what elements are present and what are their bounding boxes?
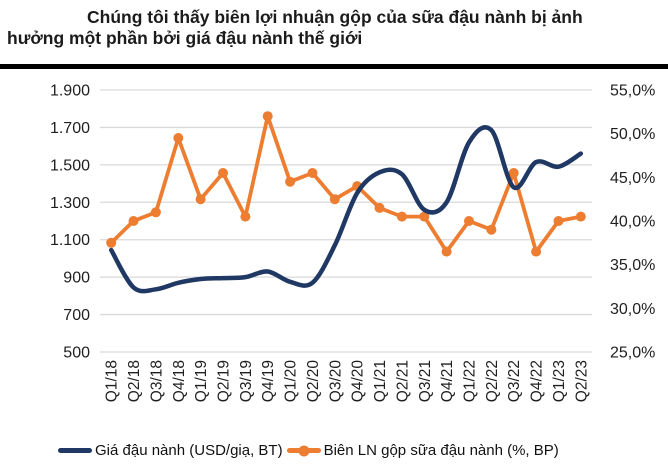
right-axis-tick-label: 40,0% (610, 214, 655, 231)
left-axis-tick-label: 1.700 (50, 120, 90, 137)
x-axis-tick-label: Q3/22 (506, 360, 523, 402)
chart-title-line1: Chúng tôi thấy biên lợi nhuận gộp của sữ… (87, 7, 583, 27)
x-axis-tick-label: Q1/19 (193, 360, 210, 402)
chart-legend: Giá đậu nành (USD/giạ, BT) Biên LN gộp s… (58, 442, 668, 459)
gross-margin-marker (441, 246, 452, 257)
soybean-price-series (108, 125, 584, 294)
x-axis-tick-label: Q2/21 (394, 360, 411, 402)
x-axis-tick-label: Q3/20 (327, 360, 344, 403)
x-axis-tick-label: Q3/19 (238, 360, 255, 402)
gross-margin-marker (262, 111, 273, 122)
x-axis-tick-label: Q4/19 (260, 360, 277, 402)
left-axis: 1.900 1.700 1.500 1.300 1.100 900 700 500 (50, 83, 90, 362)
x-axis-tick-label: Q1/20 (283, 360, 300, 403)
gross-margin-marker (486, 224, 497, 235)
right-axis-tick-label: 55,0% (610, 83, 655, 100)
x-axis-tick-label: Q4/21 (439, 360, 456, 402)
left-axis-tick-label: 500 (63, 345, 90, 362)
gross-margin-marker (218, 168, 228, 178)
gross-margin-marker (396, 211, 407, 222)
gross-margin-marker (464, 216, 474, 226)
left-axis-tick-label: 900 (63, 270, 90, 287)
gross-margin-marker (106, 237, 117, 248)
x-axis: Q1/18 Q2/18 Q3/18 Q4/18 Q1/19 Q2/19 Q3/19 Q4/19… (104, 360, 591, 403)
gross-margin-marker (575, 211, 586, 222)
x-axis-tick-label: Q4/20 (350, 360, 367, 403)
gross-margin-marker (307, 168, 318, 178)
legend-margin-label: Biên LN gộp sữa đậu nành (%, BP) (323, 442, 559, 459)
x-axis-tick-label: Q4/18 (171, 360, 188, 402)
gross-margin-marker (240, 211, 251, 222)
right-axis: 55,0% 50,0% 45,0% 40,0% 35,0% 30,0% 25,0% (610, 83, 655, 362)
gross-margin-marker (531, 246, 542, 257)
legend-item-margin: Biên LN gộp sữa đậu nành (%, BP) (286, 442, 563, 459)
gridlines (100, 89, 592, 353)
soybean-price-line (108, 125, 584, 294)
x-axis-tick-label: Q1/18 (104, 360, 121, 402)
x-axis-tick-label: Q3/18 (148, 360, 165, 402)
legend-margin-line-swatch (286, 445, 321, 456)
gross-margin-marker (374, 202, 385, 213)
legend-item-price: Giá đậu nành (USD/giạ, BT) (58, 442, 287, 459)
gross-margin-marker (508, 168, 519, 178)
left-axis-tick-label: 1.900 (50, 83, 90, 100)
left-axis-tick-label: 700 (63, 307, 90, 324)
x-axis-tick-label: Q3/21 (417, 360, 434, 402)
legend-margin-marker-dot (298, 445, 310, 456)
legend-price-label: Giá đậu nành (USD/giạ, BT) (95, 442, 283, 459)
title-divider-bar (0, 64, 668, 69)
gross-margin-marker (173, 133, 184, 143)
gross-margin-marker (195, 194, 206, 205)
chart-title-line2: hưởng một phần bởi giá đậu nành thế giới (7, 28, 363, 48)
gross-margin-marker (553, 216, 564, 226)
x-axis-tick-label: Q1/22 (462, 360, 479, 402)
gross-margin-series (106, 111, 586, 257)
legend-price-line-swatch (58, 448, 92, 453)
x-axis-tick-label: Q2/23 (573, 360, 590, 402)
x-axis-tick-label: Q2/19 (216, 360, 233, 402)
left-axis-tick-label: 1.500 (50, 157, 90, 174)
x-axis-tick-label: Q1/21 (372, 360, 389, 402)
right-axis-tick-label: 45,0% (610, 170, 655, 187)
left-axis-tick-label: 1.300 (50, 195, 90, 212)
right-axis-tick-label: 50,0% (610, 126, 655, 143)
x-axis-tick-label: Q1/23 (551, 360, 568, 402)
x-axis-tick-label: Q2/22 (484, 360, 501, 402)
gross-margin-line (109, 114, 583, 254)
line-chart: 1.9001.7001.5001.3001.10090070050055,0%5… (50, 83, 655, 403)
gross-margin-marker (128, 216, 139, 226)
right-axis-tick-label: 30,0% (610, 301, 655, 318)
gross-margin-marker (150, 207, 161, 218)
gross-margin-marker (285, 176, 296, 187)
x-axis-tick-label: Q2/20 (305, 360, 322, 403)
left-axis-tick-label: 1.100 (50, 232, 90, 249)
right-axis-tick-label: 25,0% (610, 345, 655, 362)
x-axis-tick-label: Q2/18 (126, 360, 143, 402)
x-axis-tick-label: Q4/22 (529, 360, 546, 402)
gross-margin-marker (419, 211, 430, 222)
chart-title: Chúng tôi thấy biên lợi nhuận gộp của sữ… (0, 0, 668, 49)
gross-margin-marker (329, 194, 340, 205)
right-axis-tick-label: 35,0% (610, 257, 655, 274)
